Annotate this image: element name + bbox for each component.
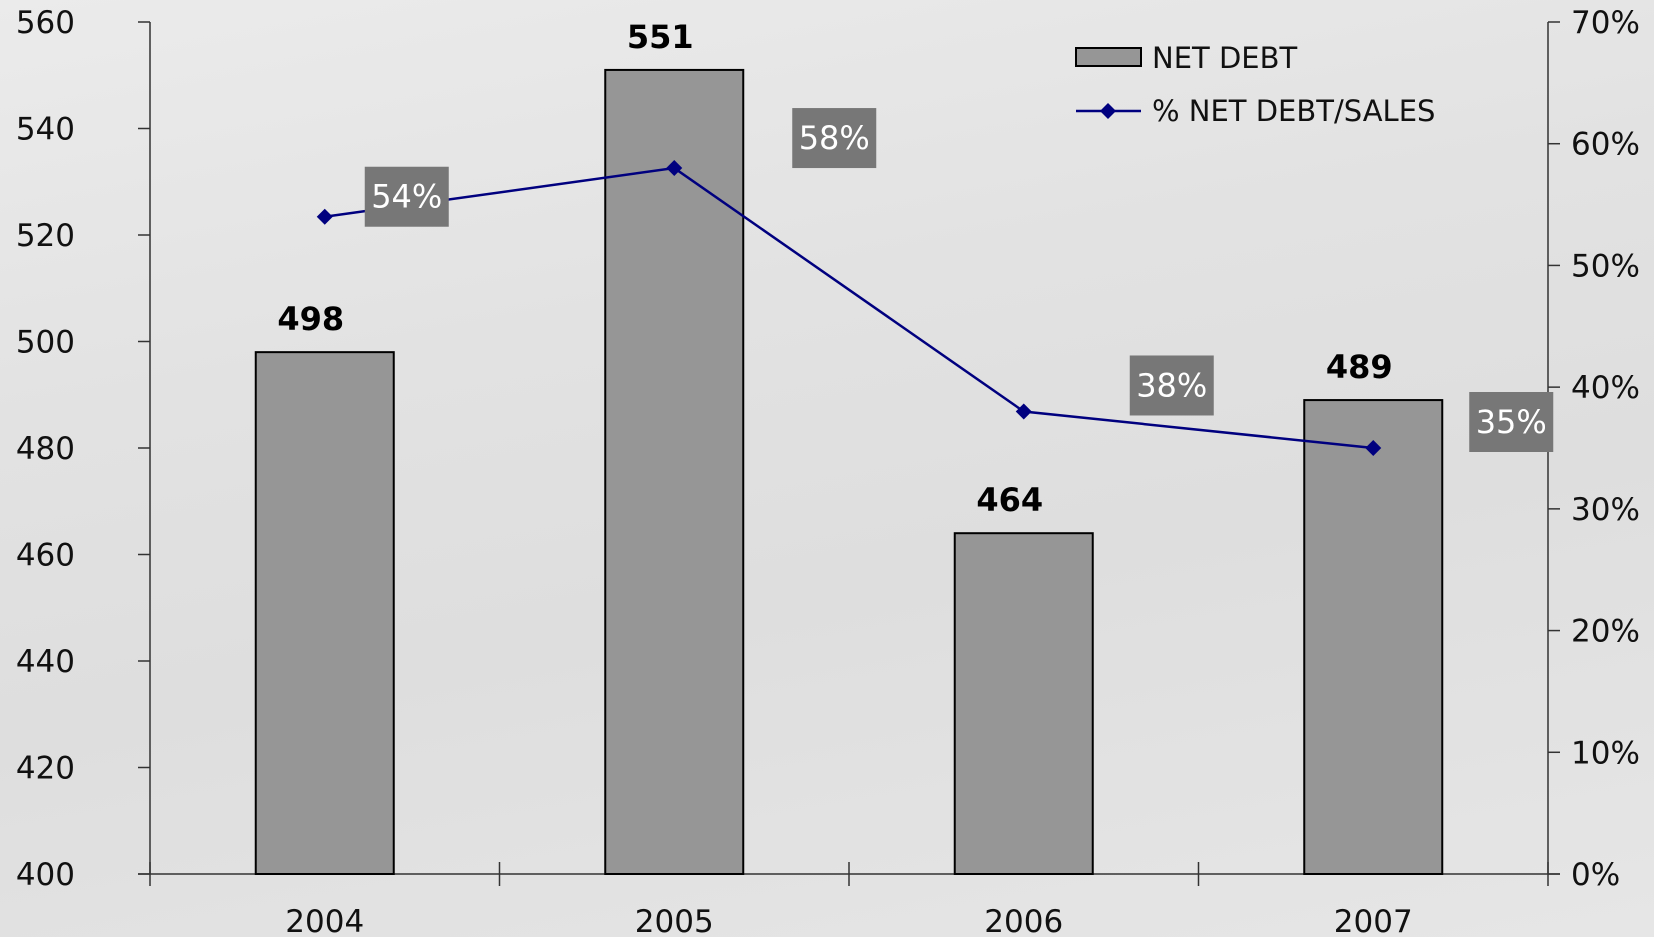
line-series — [316, 160, 1382, 456]
left-tick-label: 420 — [16, 751, 75, 787]
right-tick-label: 70% — [1571, 5, 1640, 41]
net-debt-bar — [1303, 399, 1444, 875]
legend-bar-swatch — [1075, 47, 1142, 67]
right-tick-label: 20% — [1571, 614, 1640, 650]
net-debt-bar — [254, 351, 395, 875]
x-category-label: 2005 — [635, 904, 714, 937]
pct-value-label: 58% — [799, 119, 870, 157]
left-tick-label: 400 — [16, 857, 75, 893]
net-debt-bar — [953, 532, 1094, 875]
net-debt-bar — [604, 68, 745, 876]
x-category-label: 2007 — [1334, 904, 1413, 937]
bar-series — [254, 68, 1444, 876]
right-tick-label: 10% — [1571, 735, 1640, 771]
data-labels: 498 551 464 489 54% 58% 38% 35% — [277, 18, 1554, 519]
left-tick-label: 500 — [16, 325, 75, 361]
pct-value-label: 54% — [371, 178, 442, 216]
chart-legend: NET DEBT % NET DEBT/SALES — [1075, 41, 1435, 128]
net-debt-value-label: 489 — [1326, 348, 1393, 386]
x-category-label: 2006 — [984, 904, 1063, 937]
pct-label-box — [364, 166, 449, 227]
right-tick-label: 60% — [1571, 127, 1640, 163]
pct-net-debt-sales-line — [324, 166, 1374, 450]
line-marker — [1365, 440, 1382, 456]
right-tick-label: 30% — [1571, 492, 1640, 528]
net-debt-value-label: 551 — [627, 18, 694, 56]
pct-value-label: 35% — [1476, 403, 1547, 441]
left-tick-label: 460 — [16, 538, 75, 574]
pct-label-box — [1469, 392, 1554, 452]
left-tick-label: 520 — [16, 218, 75, 254]
pct-label-box — [1129, 355, 1214, 416]
legend-line-marker — [1100, 103, 1116, 119]
pct-value-label: 38% — [1136, 366, 1207, 404]
left-tick-label: 540 — [16, 112, 75, 148]
line-marker — [666, 160, 683, 177]
right-tick-label: 0% — [1571, 857, 1620, 893]
x-category-label: 2004 — [285, 904, 364, 937]
line-marker — [316, 208, 333, 225]
left-tick-label: 560 — [16, 5, 75, 41]
left-tick-label: 480 — [16, 431, 75, 467]
line-marker — [1015, 403, 1032, 420]
left-tick-label: 440 — [16, 644, 75, 680]
legend-pct-label: % NET DEBT/SALES — [1152, 94, 1435, 128]
chart-axes: 400 420 440 460 480 500 520 540 560 0% 10% 20% 30% 40… — [16, 5, 1640, 937]
net-debt-value-label: 498 — [277, 300, 344, 338]
net-debt-value-label: 464 — [976, 481, 1043, 519]
right-tick-label: 40% — [1571, 370, 1640, 406]
pct-label-box — [792, 108, 877, 169]
right-tick-label: 50% — [1571, 248, 1640, 284]
legend-net-debt-label: NET DEBT — [1152, 41, 1297, 75]
